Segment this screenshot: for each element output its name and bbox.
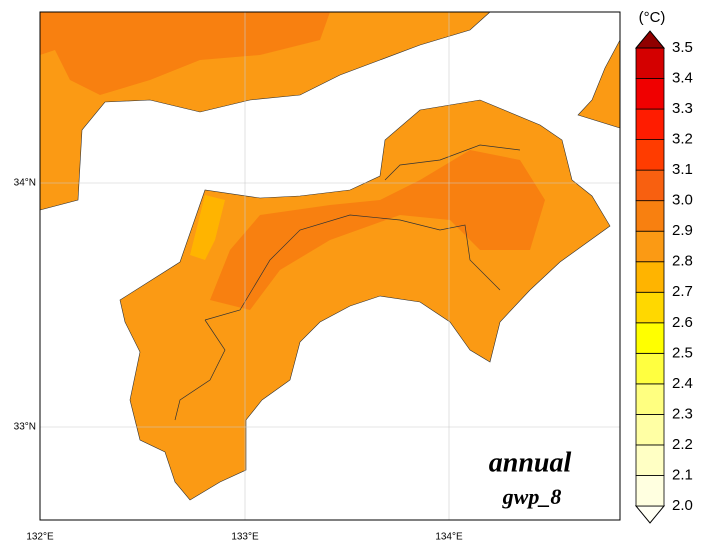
colorbar-label: 2.4 xyxy=(672,375,693,392)
colorbar-triangle xyxy=(634,505,666,524)
colorbar-label: 2.1 xyxy=(672,466,693,483)
y-tick-label: 33°N xyxy=(14,422,36,433)
colorbar-box xyxy=(635,261,665,293)
colorbar-box xyxy=(635,291,665,324)
border xyxy=(174,319,226,421)
colorbar-label: 2.9 xyxy=(672,222,693,239)
colorbar-box xyxy=(635,322,665,354)
plot-frame xyxy=(39,11,621,521)
x-tick-label: 134°E xyxy=(435,532,463,543)
colorbar-label: 3.5 xyxy=(672,39,693,56)
colorbar: (°C) 2.0 2.1 2.2 2.3 2.4 2.5 2.6 2.7 2.8 2.9 3.0 3.… xyxy=(634,9,693,524)
colorbar-box xyxy=(635,475,665,507)
colorbar-triangle xyxy=(634,30,666,49)
colorbar-label: 3.4 xyxy=(672,70,693,87)
land-shikoku-dark xyxy=(210,150,545,310)
colorbar-box xyxy=(635,352,665,385)
colorbar-label: 3.3 xyxy=(672,100,693,117)
y-tick-label: 34°N xyxy=(14,178,36,189)
colorbar-label: 2.2 xyxy=(672,436,693,453)
land-shikoku-light xyxy=(190,195,225,260)
colorbar-box xyxy=(635,169,665,202)
colorbar-box xyxy=(635,200,665,232)
colorbar-label: 2.7 xyxy=(672,283,693,300)
colorbar-label: 2.6 xyxy=(672,314,693,331)
x-tick-label: 132°E xyxy=(26,532,54,543)
colorbar-label: 2.0 xyxy=(672,497,693,514)
colorbar-label: 2.5 xyxy=(672,344,693,361)
border xyxy=(204,214,501,321)
season-label: annual xyxy=(489,447,572,478)
colorbar-box xyxy=(635,383,665,415)
land-chugoku-dark xyxy=(40,12,330,95)
colorbar-box xyxy=(635,230,665,263)
border xyxy=(384,144,521,181)
colorbar-box xyxy=(635,78,665,110)
colorbar-label: 2.3 xyxy=(672,405,693,422)
colorbar-box xyxy=(635,139,665,171)
map: annual gwp_8 132°E 133°E 134°E 34°N 33°N xyxy=(14,11,621,543)
colorbar-box xyxy=(635,413,665,446)
model-label: gwp_8 xyxy=(502,484,562,509)
colorbar-box xyxy=(635,47,665,79)
colorbar-box xyxy=(635,108,665,140)
colorbar-label: 3.1 xyxy=(672,161,693,178)
x-tick-label: 133°E xyxy=(231,532,259,543)
colorbar-label: 3.2 xyxy=(672,131,693,148)
colorbar-label: 3.0 xyxy=(672,192,693,209)
colorbar-label: 2.8 xyxy=(672,253,693,270)
colorbar-box xyxy=(635,444,665,476)
colorbar-unit: (°C) xyxy=(639,9,666,26)
